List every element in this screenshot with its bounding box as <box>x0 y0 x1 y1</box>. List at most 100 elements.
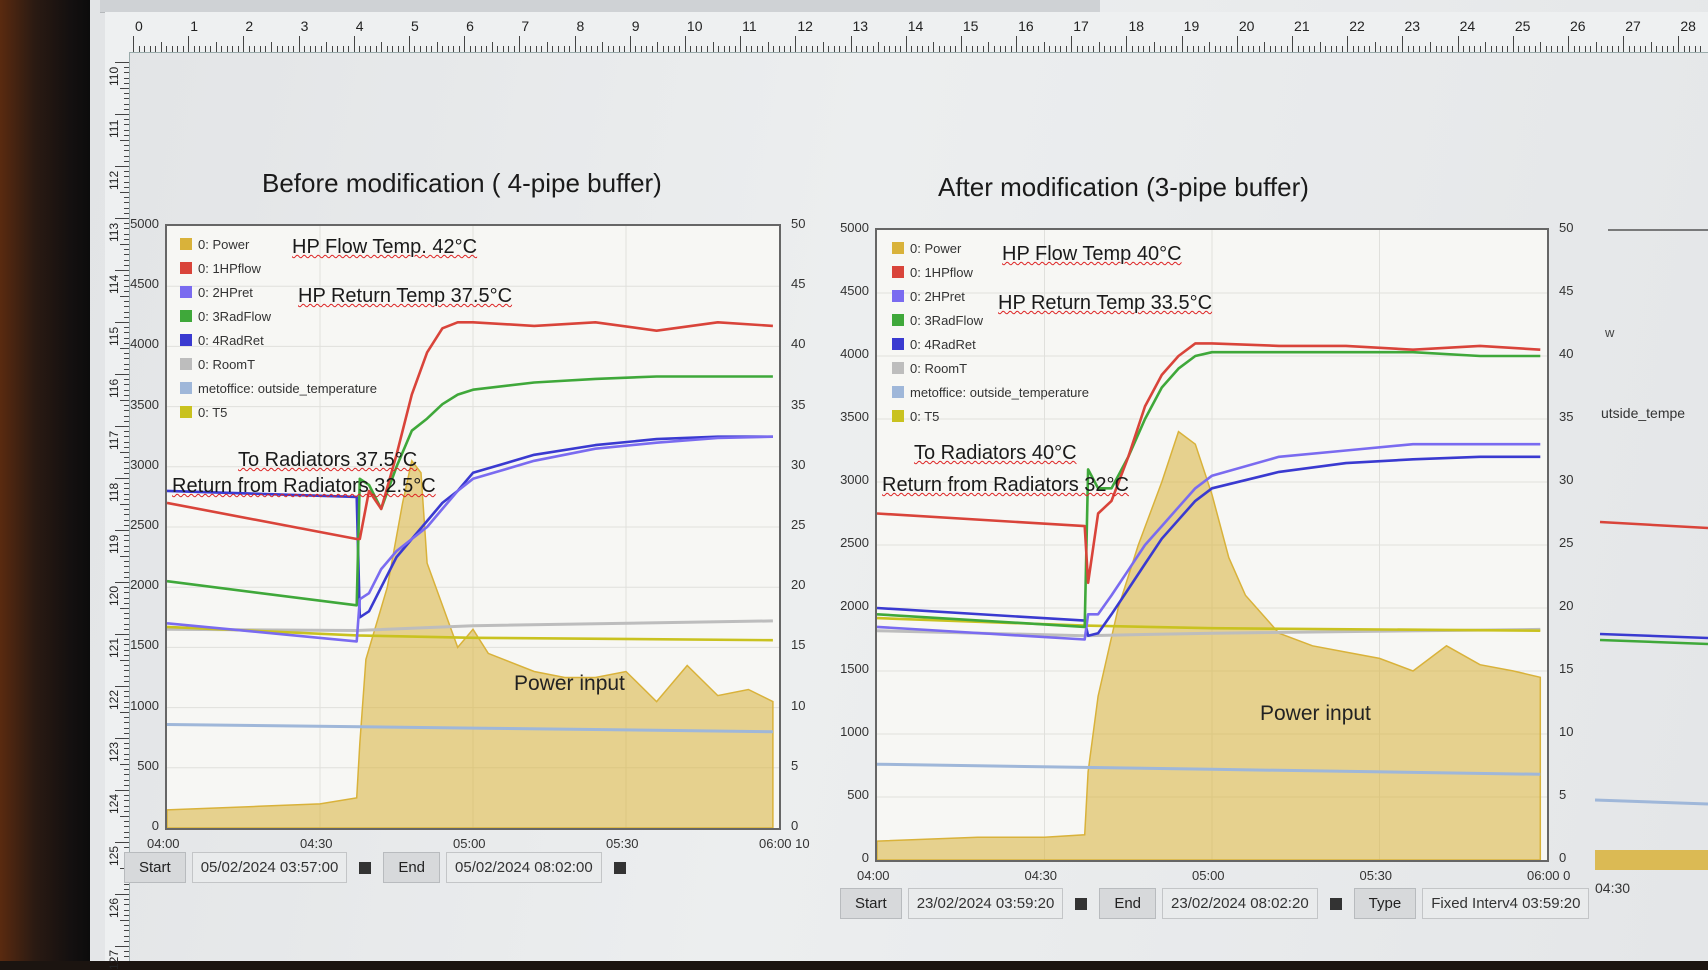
ruler-tick <box>1005 46 1007 52</box>
ruler-tick <box>679 46 681 52</box>
legend-label: 0: T5 <box>198 404 228 420</box>
ruler-tick <box>124 571 129 573</box>
ruler-tick <box>115 62 129 63</box>
legend-item[interactable]: 0: 1HPflow <box>180 256 377 280</box>
ruler-tick <box>124 561 129 563</box>
legend-swatch <box>180 262 192 274</box>
ruler-tick <box>1242 46 1244 52</box>
ruler-tick <box>1396 46 1398 52</box>
ruler-tick <box>1065 46 1067 52</box>
calendar-icon[interactable] <box>359 861 372 874</box>
ruler-number: 28 <box>1680 18 1696 34</box>
ruler-tick <box>1131 46 1133 52</box>
y2-tick-label: 20 <box>791 577 806 593</box>
ruler-tick <box>762 46 764 52</box>
ruler-tick <box>911 46 913 52</box>
ruler-tick <box>124 888 129 890</box>
ruler-tick <box>795 36 797 52</box>
ruler-number: 111 <box>107 119 121 138</box>
ruler-tick <box>370 46 372 52</box>
ruler-tick <box>1523 46 1525 52</box>
ruler-tick <box>497 46 499 52</box>
legend-item[interactable]: 0: 2HPret <box>892 284 1089 308</box>
ruler-tick <box>124 134 129 136</box>
ruler-tick <box>124 155 129 157</box>
ruler-tick <box>491 42 493 52</box>
ruler-tick <box>124 342 129 344</box>
end-date-field[interactable]: 23/02/2024 08:02:20 <box>1162 888 1318 919</box>
ruler-tick <box>436 42 438 52</box>
start-date-field[interactable]: 05/02/2024 03:57:00 <box>191 852 348 883</box>
ruler-tick <box>124 129 129 131</box>
legend-item[interactable]: 0: 3RadFlow <box>180 304 377 328</box>
legend-item[interactable]: 0: Power <box>180 232 377 256</box>
series-line-hpflow <box>167 321 773 541</box>
end-button[interactable]: End <box>383 852 441 883</box>
legend-item[interactable]: 0: 1HPflow <box>892 260 1089 284</box>
ruler-tick <box>320 46 322 52</box>
power-input-label-before: Power input <box>514 672 625 695</box>
ruler-number: 1 <box>190 18 198 34</box>
legend-item[interactable]: metoffice: outside_temperature <box>892 380 1089 404</box>
ruler-tick <box>120 348 129 349</box>
start-date-field[interactable]: 23/02/2024 03:59:20 <box>907 888 1064 919</box>
controls-after: Start 23/02/2024 03:59:20 End 23/02/2024… <box>840 888 1590 919</box>
ruler-tick <box>124 457 129 459</box>
ruler-tick <box>124 545 129 547</box>
end-date-field[interactable]: 05/02/2024 08:02:00 <box>446 852 602 883</box>
type-field[interactable]: Fixed Interv4 03:59:20 <box>1422 888 1590 919</box>
legend-after: 0: Power 0: 1HPflow 0: 2HPret 0: 3RadFlow 0:… <box>892 236 1089 428</box>
legend-item[interactable]: 0: RoomT <box>892 356 1089 380</box>
ruler-tick <box>1534 46 1536 52</box>
legend-item[interactable]: 0: T5 <box>892 404 1089 428</box>
legend-item[interactable]: 0: RoomT <box>180 352 377 376</box>
ruler-tick <box>971 46 973 52</box>
calendar-icon[interactable] <box>1075 897 1088 910</box>
calendar-icon[interactable] <box>1329 897 1342 910</box>
ruler-tick <box>530 46 532 52</box>
y-tick-label: 2500 <box>840 535 869 550</box>
ruler-number: 5 <box>410 18 419 34</box>
legend-item[interactable]: 0: 3RadFlow <box>892 308 1089 332</box>
legend-item[interactable]: 0: Power <box>892 236 1089 260</box>
vertical-ruler: 110 111 112 113 114 115 116 117 118 119 120 121 122 1… <box>105 52 130 970</box>
ruler-tick <box>1430 42 1432 52</box>
y2-tick-label: 30 <box>1559 472 1574 487</box>
ruler-number: 25 <box>1514 18 1531 34</box>
ruler-tick <box>124 540 129 542</box>
start-button[interactable]: Start <box>840 888 902 919</box>
legend-item[interactable]: 0: 2HPret <box>180 280 377 304</box>
ruler-tick <box>508 46 510 52</box>
ruler-tick <box>392 46 394 52</box>
chart-svg <box>167 226 779 828</box>
end-button[interactable]: End <box>1099 888 1157 919</box>
calendar-icon[interactable] <box>613 861 626 874</box>
ruler-tick <box>1656 46 1658 52</box>
ruler-tick <box>817 46 819 52</box>
ruler-tick <box>115 322 129 323</box>
ruler-tick <box>124 420 129 422</box>
ruler-number: 3 <box>300 18 309 34</box>
ruler-tick <box>124 904 129 906</box>
legend-item[interactable]: 0: 4RadRet <box>180 328 377 352</box>
horizontal-ruler: 0 1 2 3 4 5 6 7 8 9 10 11 12 13 14 15 16 17 18 19 20 21 22 23 24… <box>105 12 1708 53</box>
ruler-tick <box>265 46 267 52</box>
ruler-number: 14 <box>907 18 924 34</box>
ruler-tick <box>133 36 134 52</box>
ruler-number: 116 <box>107 378 121 398</box>
ruler-tick <box>124 306 129 308</box>
ruler-tick <box>1424 46 1426 52</box>
legend-item[interactable]: metoffice: outside_temperature <box>180 376 377 400</box>
ruler-tick <box>1120 46 1122 52</box>
ruler-tick <box>120 88 129 89</box>
start-button[interactable]: Start <box>124 852 186 883</box>
ruler-tick <box>657 42 659 52</box>
ruler-tick <box>120 192 129 193</box>
type-button[interactable]: Type <box>1353 888 1417 919</box>
ruler-tick <box>124 899 129 901</box>
legend-item[interactable]: 0: T5 <box>180 400 377 424</box>
y-tick-label: 0 <box>861 850 869 865</box>
ruler-tick <box>1203 46 1205 52</box>
ruler-tick <box>822 42 824 52</box>
legend-item[interactable]: 0: 4RadRet <box>892 332 1089 356</box>
